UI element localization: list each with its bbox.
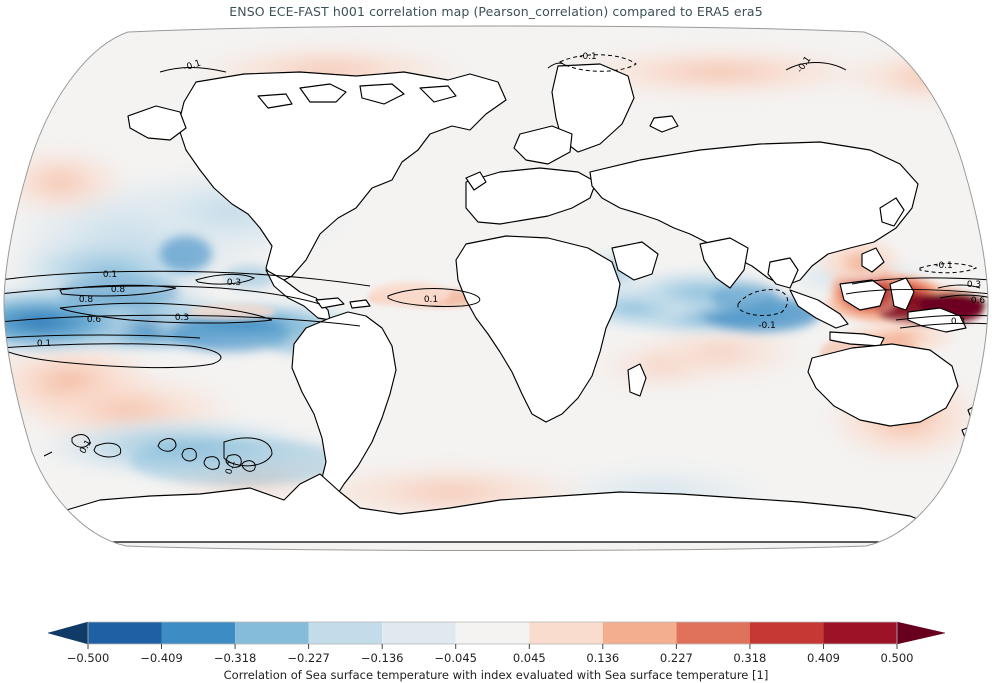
colorbar-tick-label: 0.500: [881, 651, 914, 665]
colorbar-under-arrow: [47, 621, 89, 645]
map-boundary: [3, 25, 989, 551]
colorbar-panel: −0.500 −0.409 −0.318 −0.227 −0.136 −0.04…: [0, 612, 992, 683]
colorbar-tick-label: 0.045: [513, 651, 546, 665]
colorbar-tick-label: 0.318: [733, 651, 766, 665]
contour-label: 0.8: [111, 285, 126, 295]
contour-label: 0.6: [87, 315, 102, 325]
colorbar-over-arrow: [896, 621, 946, 645]
colorbar-tick-label: 0.227: [660, 651, 693, 665]
colorbar-bands: [88, 622, 898, 644]
colorbar-caption: Correlation of Sea surface temperature w…: [224, 668, 769, 682]
contour-label: 0.1: [224, 459, 237, 475]
contour-label: 0.3: [951, 317, 965, 327]
colorbar-tick-label: 0.136: [586, 651, 619, 665]
contour-label: 0.1: [103, 270, 117, 280]
colorbar-frame: [87, 621, 898, 645]
colorbar-tick-label: 0.409: [807, 651, 840, 665]
colorbar-tick-label: −0.136: [361, 651, 404, 665]
correlation-map[interactable]: -0.1 -0.1 -0.1 0.1 0.8 0.8 0.6 0.3 0.3 0…: [0, 22, 992, 582]
contour-label: 0.3: [967, 280, 981, 290]
colorbar-tick-label: −0.318: [214, 651, 257, 665]
page-title: ENSO ECE-FAST h001 correlation map (Pear…: [229, 4, 763, 19]
colorbar-tick-label: −0.409: [140, 651, 183, 665]
contour-label: 0.1: [424, 295, 438, 305]
contour-label: 0.8: [79, 295, 94, 305]
contour-label: 0.6: [971, 296, 986, 306]
colorbar-tick-labels: −0.500 −0.409 −0.318 −0.227 −0.136 −0.04…: [67, 651, 914, 665]
colorbar-tick-label: −0.045: [434, 651, 477, 665]
colorbar-ticks: [87, 644, 898, 649]
contour-label: 0.3: [175, 313, 189, 323]
contour-label: -0.1: [758, 321, 776, 331]
contour-label: 0.3: [227, 278, 241, 288]
map-panel: -0.1 -0.1 -0.1 0.1 0.8 0.8 0.6 0.3 0.3 0…: [0, 22, 992, 582]
colorbar-tick-label: −0.500: [67, 651, 110, 665]
colorbar[interactable]: −0.500 −0.409 −0.318 −0.227 −0.136 −0.04…: [0, 612, 992, 683]
contour-label: 0.1: [37, 339, 51, 349]
colorbar-tick-label: −0.227: [287, 651, 330, 665]
contour-label: -0.1: [579, 52, 597, 62]
contour-label: -0.1: [935, 261, 953, 271]
correlation-field: -0.1 -0.1 -0.1 0.1 0.8 0.8 0.6 0.3 0.3 0…: [4, 26, 988, 551]
